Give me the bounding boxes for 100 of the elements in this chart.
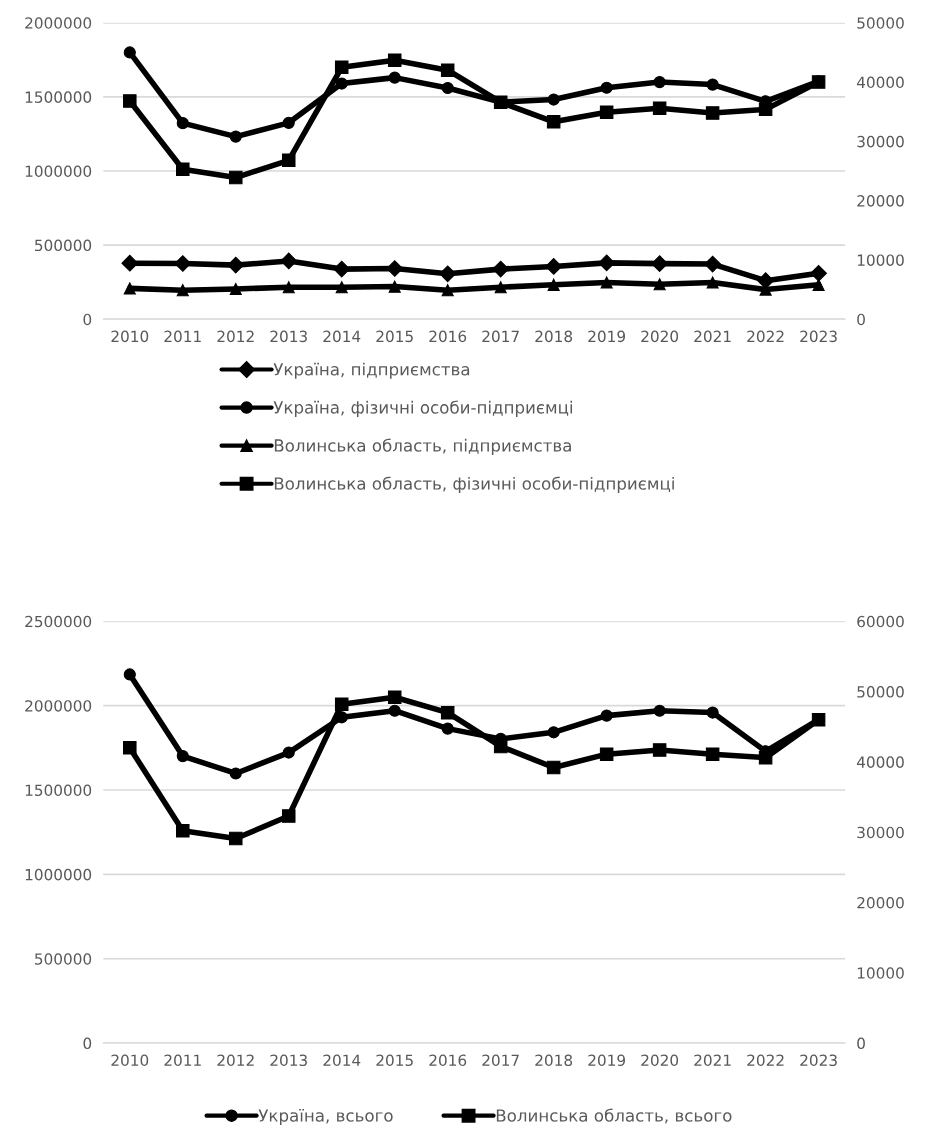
x-tick-label: 2023 xyxy=(800,1054,837,1067)
legend-label: Україна, підприємства xyxy=(273,362,470,379)
y-tick-label: 2500000 xyxy=(25,615,92,628)
point xyxy=(705,106,720,120)
point xyxy=(176,750,189,763)
point xyxy=(599,747,614,761)
point xyxy=(441,722,454,735)
point xyxy=(229,282,242,296)
y2-tick-label: 40000 xyxy=(856,76,904,89)
x-tick-label: 2011 xyxy=(164,1054,201,1067)
point xyxy=(600,276,613,289)
x-tick-label: 2019 xyxy=(588,330,626,343)
point xyxy=(282,746,295,759)
x-tick-label: 2018 xyxy=(535,1054,573,1067)
point xyxy=(653,76,666,89)
y2-tick-label: 50000 xyxy=(857,17,904,29)
x-tick-label: 2019 xyxy=(588,1054,626,1067)
legend-label: Волинська область, всього xyxy=(496,1108,732,1124)
point xyxy=(228,170,243,185)
x-tick-label: 2017 xyxy=(482,1054,519,1067)
x-tick-label: 2012 xyxy=(217,330,254,343)
point xyxy=(758,750,773,765)
point xyxy=(706,706,719,719)
y-tick-label: 500000 xyxy=(35,239,92,252)
x-tick-label: 2022 xyxy=(747,330,784,343)
point xyxy=(334,60,349,75)
y2-tick-label: 50000 xyxy=(857,686,904,698)
point xyxy=(441,284,454,297)
y2-tick-label: 30000 xyxy=(857,135,904,148)
point xyxy=(387,690,402,704)
legend-label: Україна, всього xyxy=(258,1108,393,1125)
point xyxy=(704,255,722,273)
point xyxy=(599,105,614,120)
x-tick-label: 2010 xyxy=(111,1054,149,1067)
point xyxy=(706,78,719,91)
point xyxy=(440,63,455,77)
x-tick-label: 2015 xyxy=(376,1054,413,1067)
legend-label: Україна, фізичні особи-підприємці xyxy=(273,400,573,417)
x-tick-label: 2012 xyxy=(217,1054,254,1067)
point xyxy=(388,280,401,293)
point xyxy=(176,162,190,176)
y-tick-label: 2000000 xyxy=(25,17,92,29)
point xyxy=(653,278,666,291)
point xyxy=(123,668,136,681)
point xyxy=(123,741,137,755)
x-tick-label: 2010 xyxy=(111,330,149,343)
point xyxy=(494,281,507,294)
point xyxy=(547,726,560,739)
y2-tick-label: 20000 xyxy=(857,896,904,909)
legend-label: Волинська область, підприємства xyxy=(274,438,571,455)
x-tick-label: 2013 xyxy=(270,1054,307,1067)
point xyxy=(123,94,137,108)
x-tick-label: 2015 xyxy=(376,330,413,343)
point xyxy=(652,743,667,757)
y-tick-label: 0 xyxy=(83,313,92,326)
point xyxy=(388,704,401,717)
point xyxy=(547,93,560,106)
y-tick-label: 500000 xyxy=(35,953,92,965)
point xyxy=(282,116,295,129)
x-tick-label: 2018 xyxy=(535,330,573,343)
y2-tick-label: 0 xyxy=(857,313,865,326)
point xyxy=(758,102,773,117)
point xyxy=(545,258,563,275)
y-tick-label: 1000000 xyxy=(25,868,92,881)
point xyxy=(600,709,613,722)
point xyxy=(705,747,720,761)
y-tick-label: 0 xyxy=(83,1037,92,1050)
legend-label: Волинська область, фізичні особи-підприємці xyxy=(274,476,674,494)
point xyxy=(280,252,298,270)
x-tick-label: 2020 xyxy=(641,330,679,343)
point xyxy=(281,809,296,823)
point xyxy=(653,704,666,717)
point xyxy=(493,739,508,754)
y-tick-label: 2000000 xyxy=(25,700,92,712)
x-tick-label: 2017 xyxy=(482,330,519,343)
x-tick-label: 2021 xyxy=(694,1054,731,1067)
y-tick-label: 1500000 xyxy=(25,91,92,103)
point xyxy=(123,46,136,59)
point xyxy=(334,697,349,712)
point xyxy=(176,117,189,130)
y-tick-label: 1000000 xyxy=(25,165,92,178)
point xyxy=(229,767,242,780)
y2-tick-label: 30000 xyxy=(857,826,904,839)
y2-tick-label: 10000 xyxy=(857,967,904,979)
point xyxy=(282,281,295,294)
y2-tick-label: 0 xyxy=(857,1037,865,1050)
point xyxy=(439,265,457,283)
point xyxy=(546,115,561,129)
point xyxy=(388,71,401,84)
point xyxy=(281,153,296,168)
y2-tick-label: 10000 xyxy=(857,254,904,266)
point xyxy=(652,101,667,115)
point xyxy=(547,278,560,291)
point xyxy=(440,705,455,720)
point xyxy=(546,760,561,775)
point xyxy=(706,276,719,289)
y2-tick-label: 60000 xyxy=(857,615,904,628)
point xyxy=(176,284,189,297)
y-tick-label: 1500000 xyxy=(25,784,92,797)
point xyxy=(335,77,348,90)
